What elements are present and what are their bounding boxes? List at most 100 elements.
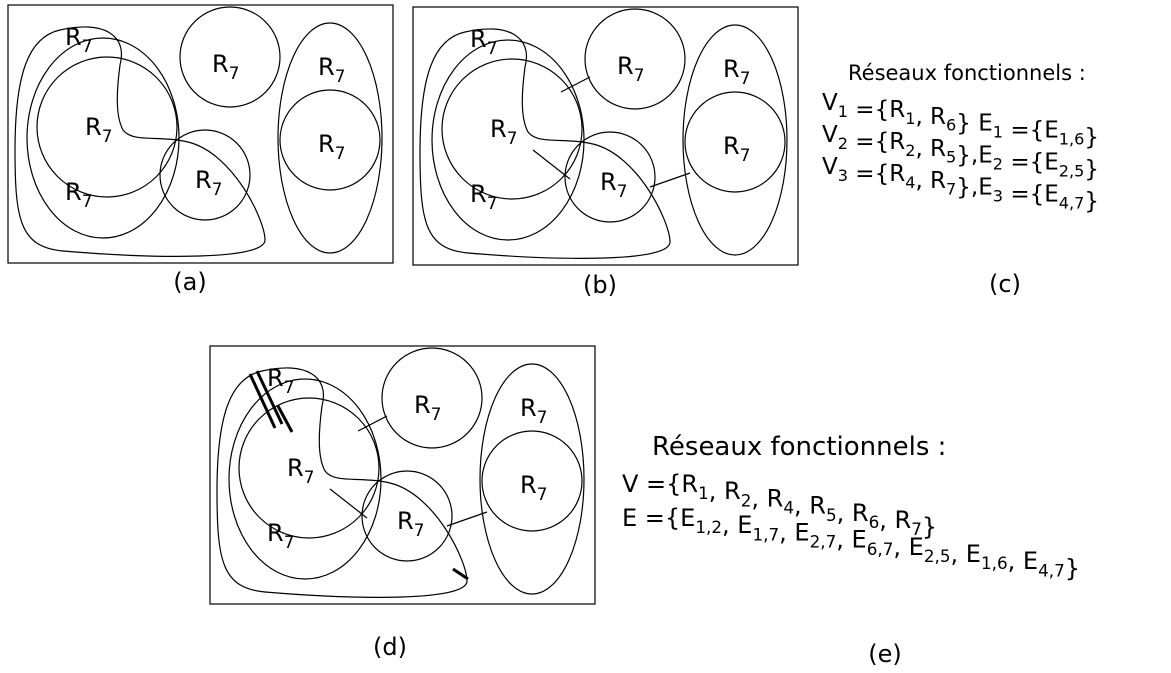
region-label: R7	[318, 53, 345, 86]
text-part: , E	[1008, 547, 1038, 575]
region-label: R7	[267, 364, 294, 397]
subscript: 2	[905, 141, 915, 160]
text-part: ={R	[848, 161, 905, 187]
text-part: V	[822, 154, 838, 180]
subscript: 4	[783, 498, 794, 518]
text-part: },E	[956, 143, 992, 169]
subscript: 7	[740, 68, 751, 88]
formula: V2 ={R2, R5},E2 ={E2,5}	[822, 122, 1099, 183]
text-part: R	[520, 471, 537, 499]
text-part: , R	[879, 506, 911, 534]
subscript: 4,7	[1059, 194, 1085, 213]
subscript: 7	[946, 180, 956, 199]
subscript: 4	[905, 173, 915, 192]
subscript: 2,7	[810, 532, 837, 552]
text-part: , R	[915, 136, 946, 162]
text-part: } E	[956, 111, 992, 137]
caption: (b)	[583, 271, 617, 299]
region-label: R7	[212, 50, 239, 83]
text-part: R	[195, 166, 212, 194]
subscript: 1,7	[752, 524, 779, 544]
subscript: 6	[946, 116, 956, 135]
region-label: R7	[520, 394, 547, 427]
text-part: R	[318, 130, 335, 158]
subscript: 2	[993, 155, 1003, 174]
subscript: 1,6	[1059, 130, 1085, 149]
text-part: , E	[951, 540, 981, 568]
text-part: }	[1065, 554, 1080, 582]
subscript: 2,5	[1059, 162, 1085, 181]
subscript: 2	[838, 134, 848, 153]
subscript: 7	[507, 128, 518, 148]
subscript: 7	[82, 191, 93, 211]
text-part: , R	[794, 492, 826, 520]
text-part: ={R	[848, 129, 905, 155]
subscript: 6	[869, 512, 880, 532]
region-label: R7	[65, 178, 92, 211]
subscript: 7	[335, 66, 346, 86]
subscript: 1,6	[981, 553, 1008, 573]
heading: Réseaux fonctionnels :	[848, 61, 1086, 85]
text-part: , R	[915, 168, 946, 194]
text-part: R	[414, 391, 431, 419]
subscript: 7	[212, 179, 223, 199]
text-part: R	[85, 113, 102, 141]
subscript: 7	[102, 126, 113, 146]
caption: (d)	[373, 633, 407, 661]
subscript: 7	[284, 377, 295, 397]
text-part: , E	[893, 533, 923, 561]
text-part: R	[470, 25, 487, 53]
heading: Réseaux fonctionnels :	[652, 432, 946, 462]
subscript: 5	[946, 148, 956, 167]
caption: (a)	[173, 268, 206, 296]
subscript: 7	[431, 404, 442, 424]
subscript: 1	[838, 102, 848, 121]
region-label: R7	[723, 132, 750, 165]
region-label: R7	[287, 454, 314, 487]
region-label: R7	[195, 166, 222, 199]
subscript: 7	[911, 519, 922, 539]
text-part: E ={E	[622, 504, 695, 532]
subscript: 7	[304, 467, 315, 487]
text-part: V	[822, 122, 838, 148]
subscript: 7	[487, 193, 498, 213]
region-label: R7	[397, 507, 424, 540]
text-part: R	[617, 52, 634, 80]
text-part: }	[922, 513, 937, 541]
text-part: R	[723, 132, 740, 160]
formula: V1 ={R1, R6} E1 ={E1,6}	[822, 90, 1099, 151]
region-label: R7	[617, 52, 644, 85]
subscript: 1,2	[695, 517, 722, 537]
text-part: R	[470, 180, 487, 208]
formula: V3 ={R4, R7},E3 ={E4,7}	[822, 154, 1099, 215]
region-label: R7	[723, 55, 750, 88]
text-part: R	[267, 519, 284, 547]
subscript: 1	[698, 483, 709, 503]
subscript: 7	[487, 38, 498, 58]
text-part: , R	[751, 484, 783, 512]
text-part: R	[65, 23, 82, 51]
subscript: 7	[740, 145, 751, 165]
text-part: ={E	[1003, 150, 1059, 176]
region-label: R7	[85, 113, 112, 146]
text-part: , R	[709, 477, 741, 505]
text-part: , E	[722, 511, 752, 539]
subscript: 7	[617, 181, 628, 201]
region-label: R7	[470, 25, 497, 58]
text-part: , E	[779, 518, 809, 546]
text-part: R	[520, 394, 537, 422]
subscript: 3	[993, 187, 1003, 206]
subscript: 1	[993, 123, 1003, 142]
region-label: R7	[520, 471, 547, 504]
region-label: R7	[490, 115, 517, 148]
region-label: R7	[318, 130, 345, 163]
text-part: R	[65, 178, 82, 206]
subscript: 7	[229, 63, 240, 83]
caption: (e)	[868, 640, 902, 668]
subscript: 1	[905, 109, 915, 128]
text-part: R	[267, 364, 284, 392]
text-part: , R	[915, 104, 946, 130]
text-part: ={E	[1003, 182, 1059, 208]
subscript: 7	[537, 407, 548, 427]
